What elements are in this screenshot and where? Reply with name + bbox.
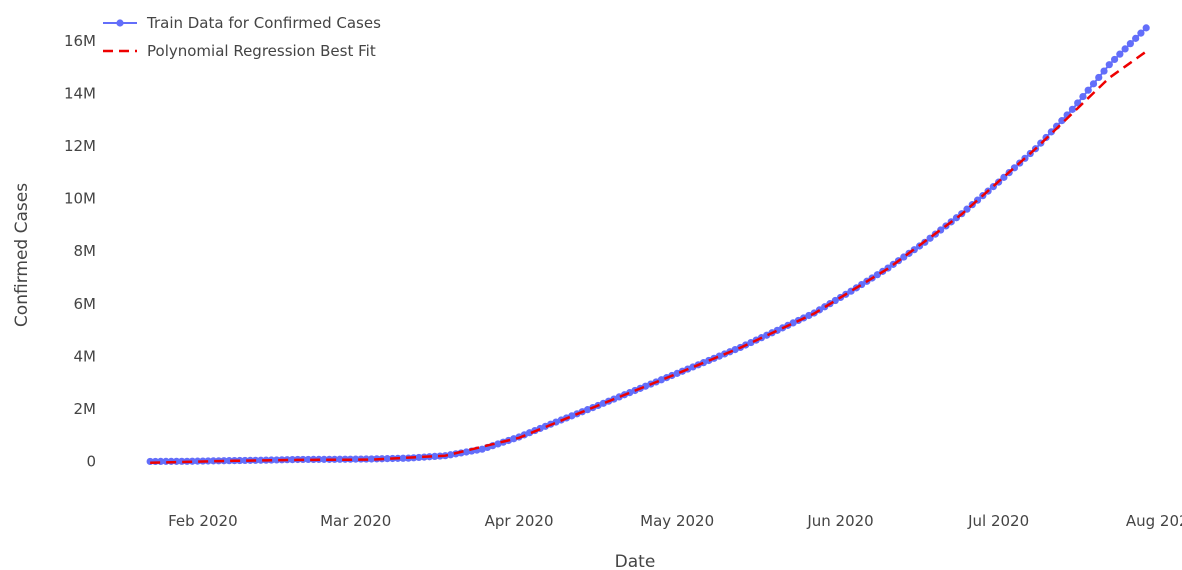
y-axis-ticks: 0 2M 4M 6M 8M 10M 12M 14M 16M [64, 32, 96, 470]
data-point [1121, 45, 1129, 53]
y-tick-label: 0 [86, 452, 96, 470]
x-axis-ticks: Feb 2020 Mar 2020 Apr 2020 May 2020 Jun 2020… [168, 512, 1182, 530]
legend[interactable]: Train Data for Confirmed Cases Polynomial… [103, 14, 381, 60]
plot-area [146, 24, 1150, 466]
data-point [320, 455, 328, 463]
y-axis-title: Confirmed Cases [12, 183, 32, 327]
data-point [225, 457, 233, 465]
x-tick-label: Apr 2020 [485, 512, 554, 530]
x-tick-label: May 2020 [640, 512, 714, 530]
data-point [1132, 34, 1140, 42]
x-tick-label: Feb 2020 [168, 512, 238, 530]
y-tick-label: 14M [64, 85, 96, 103]
data-point [1137, 29, 1145, 37]
data-point [257, 456, 265, 464]
data-point [1095, 73, 1103, 82]
y-tick-label: 10M [64, 190, 96, 208]
data-point [304, 455, 312, 464]
data-point [1110, 55, 1119, 64]
y-tick-label: 6M [74, 295, 97, 313]
data-point [1116, 50, 1124, 58]
x-tick-label: Aug 2020 [1126, 512, 1182, 530]
data-point [415, 453, 423, 462]
x-axis-title: Date [615, 552, 656, 570]
x-tick-label: Jul 2020 [967, 512, 1029, 530]
x-tick-label: Jun 2020 [806, 512, 873, 530]
data-point [431, 452, 439, 461]
data-point [963, 205, 971, 213]
data-point [1089, 80, 1098, 88]
data-point [1126, 40, 1134, 48]
legend-label: Train Data for Confirmed Cases [146, 14, 381, 32]
y-tick-label: 4M [74, 347, 97, 365]
data-point [273, 456, 281, 464]
y-tick-label: 8M [74, 242, 97, 260]
x-tick-label: Mar 2020 [320, 512, 391, 530]
series-line-polynomial-fit [150, 50, 1147, 465]
data-point [1100, 67, 1108, 75]
data-point [1047, 128, 1055, 136]
data-point [352, 455, 360, 463]
data-point [900, 253, 908, 261]
y-tick-label: 16M [64, 32, 96, 50]
legend-item-polynomial-fit: Polynomial Regression Best Fit [103, 42, 376, 60]
legend-item-train-data: Train Data for Confirmed Cases [103, 14, 381, 32]
data-point [336, 455, 344, 463]
data-point [1105, 61, 1113, 69]
y-tick-label: 12M [64, 137, 96, 155]
data-point [1142, 24, 1150, 32]
data-point [1068, 105, 1077, 113]
legend-swatch-marker [116, 19, 124, 27]
data-point [383, 455, 391, 463]
data-point [193, 457, 202, 465]
data-point [288, 455, 297, 464]
data-point [1058, 117, 1066, 125]
series-line-train-data [150, 27, 1147, 463]
y-tick-label: 2M [74, 400, 97, 418]
data-point [399, 454, 407, 462]
data-point [241, 456, 249, 465]
data-point [1084, 86, 1092, 94]
data-point [1079, 92, 1087, 101]
legend-label: Polynomial Regression Best Fit [147, 42, 376, 60]
data-point [367, 455, 376, 463]
series-markers-train-data [146, 24, 1150, 466]
data-point [209, 457, 217, 465]
